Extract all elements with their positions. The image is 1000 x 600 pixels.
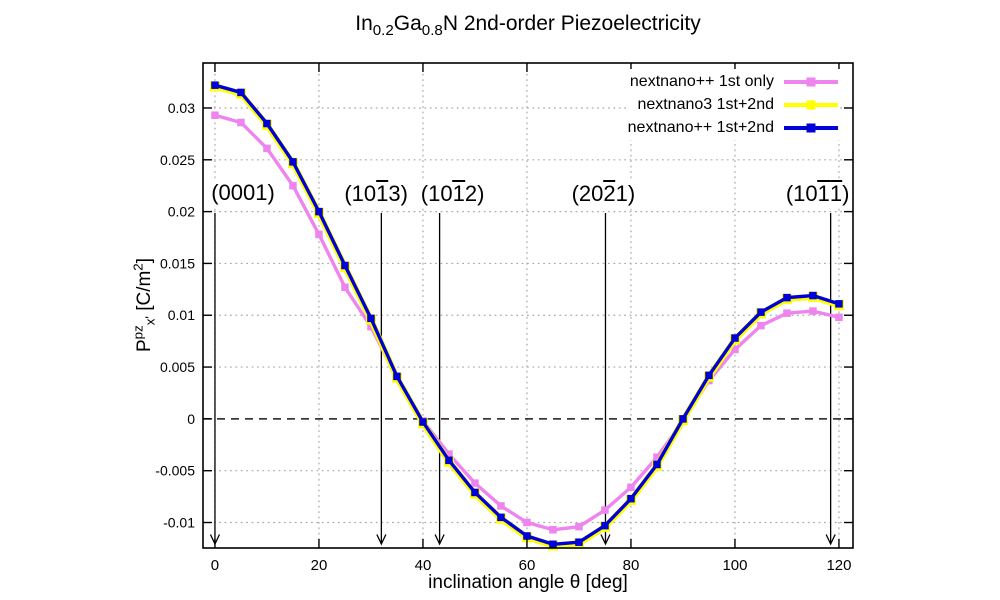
series-blue-marker (809, 291, 817, 300)
plane-annotation-label: (1012) (419, 180, 486, 207)
title-element-1: In (355, 12, 373, 35)
plane-annotation-label: (2021) (570, 180, 637, 207)
legend-marker (806, 123, 816, 132)
y-tick-label: 0 (187, 411, 195, 427)
y-tick-label: 0.025 (160, 152, 195, 168)
series-blue-marker (419, 418, 427, 426)
legend-marker (806, 77, 816, 86)
series-violet-marker (809, 307, 817, 315)
series-blue-marker (211, 81, 219, 89)
legend-label: nextnano3 1st+2nd (637, 95, 774, 113)
series-blue-marker (237, 88, 245, 97)
series-blue-marker (835, 300, 843, 308)
plane-annotation-label: (1011) (784, 180, 851, 207)
series-blue-marker (289, 158, 297, 166)
series-blue-marker (783, 293, 791, 302)
y-tick-label: 0.02 (168, 204, 195, 220)
series-violet-marker (523, 518, 531, 527)
series-violet-marker (341, 283, 349, 292)
series-violet-marker (549, 526, 557, 534)
title-element-2: Ga (393, 12, 422, 35)
series-violet-marker (211, 111, 219, 119)
series-violet-marker (471, 479, 479, 487)
annotation-arrow-head (376, 534, 387, 546)
series-violet-marker (237, 118, 245, 127)
series-blue-line (214, 83, 840, 546)
annotation-arrow-head (434, 534, 445, 546)
x-tick-label: 100 (722, 557, 747, 574)
series-blue-marker (549, 540, 557, 549)
legend-sample (784, 76, 838, 87)
legend-label: nextnano++ 1st only (629, 72, 774, 90)
y-tick-label: 0.03 (168, 100, 195, 116)
annotation-arrow-head (600, 534, 611, 546)
series-blue-marker (679, 415, 687, 423)
y-tick-label: 0.005 (160, 359, 195, 375)
series-violet-marker (289, 181, 297, 190)
series-violet-marker (731, 345, 739, 354)
series-blue-marker (445, 456, 453, 465)
legend-marker (806, 100, 816, 109)
plane-annotation-label: (0001) (210, 180, 276, 206)
title-subscript-2: 0.8 (421, 22, 443, 40)
series-blue-marker (705, 371, 713, 380)
x-tick-label: 0 (211, 557, 219, 574)
plot-border (202, 62, 854, 549)
series-blue-marker (263, 119, 271, 128)
x-tick-label: 40 (415, 557, 432, 574)
x-tick-label: 60 (519, 557, 536, 574)
series-violet-marker (575, 522, 583, 531)
series-blue-marker (757, 308, 765, 316)
legend-entry-0: nextnano++ 1st only (628, 70, 838, 93)
series-blue-marker (731, 334, 739, 342)
series-blue-marker (653, 460, 661, 469)
legend: nextnano++ 1st only nextnano3 1st+2nd next… (625, 69, 840, 140)
legend-sample (784, 122, 838, 133)
x-tick-label: 20 (311, 557, 328, 574)
series-violet-marker (601, 506, 609, 514)
legend-sample (784, 99, 838, 110)
series-violet-marker (497, 502, 505, 510)
title-rest: N 2nd-order Piezoelectricity (442, 12, 701, 35)
series-blue-marker (315, 207, 323, 216)
legend-entry-2: nextnano++ 1st+2nd (628, 116, 838, 139)
series-violet-marker (263, 144, 271, 153)
x-tick-label: 80 (623, 557, 640, 574)
legend-label: nextnano++ 1st+2nd (627, 118, 774, 136)
series-violet-marker (783, 309, 791, 317)
series-violet-marker (757, 321, 765, 330)
plane-annotation-label: (1013) (343, 180, 409, 207)
y-tick-label: 0.01 (168, 307, 195, 323)
title-subscript-1: 0.2 (372, 22, 394, 40)
series-blue-marker (601, 521, 609, 530)
series-violet-marker (835, 313, 843, 322)
series-blue-marker (341, 261, 349, 270)
y-tick-label: -0.005 (155, 463, 195, 479)
series-blue-marker (497, 513, 505, 522)
series-blue-marker (367, 314, 375, 323)
y-tick-label: 0.015 (160, 255, 195, 271)
legend-entry-1: nextnano3 1st+2nd (628, 93, 838, 116)
chart-title: In0.2Ga0.8N 2nd-order Piezoelectricity (56, 12, 1000, 39)
annotation-arrow-head (825, 534, 836, 546)
y-axis-label: Ppzx' [C/m2] (130, 258, 158, 352)
series-blue-marker (523, 532, 531, 540)
series-violet-marker (653, 453, 661, 461)
series-violet-marker (627, 483, 635, 492)
series-blue-marker (627, 494, 635, 503)
x-axis-label: inclination angle θ [deg] (428, 572, 628, 593)
x-tick-label: 120 (826, 557, 851, 574)
series-violet-marker (445, 450, 453, 458)
series-blue-marker (393, 372, 401, 381)
series-blue-marker (471, 488, 479, 497)
y-tick-label: -0.01 (163, 515, 195, 531)
series-blue-marker (575, 538, 583, 546)
series-violet-marker (315, 230, 323, 239)
